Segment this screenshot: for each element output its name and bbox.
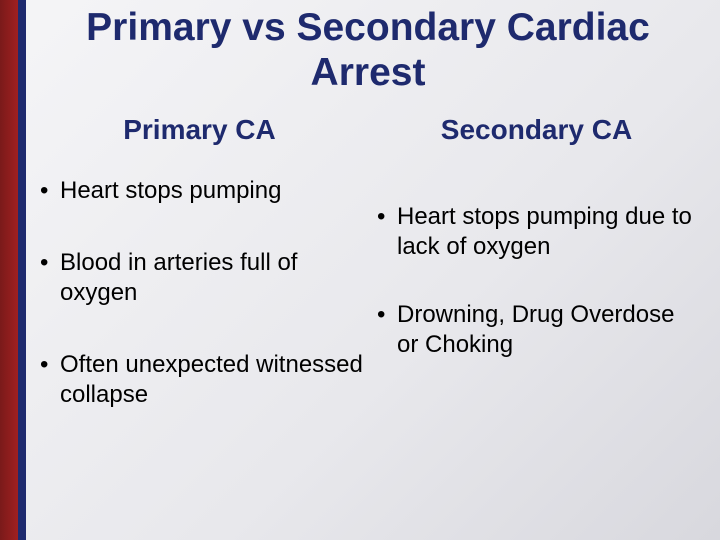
- list-item: Blood in arteries full of oxygen: [40, 248, 363, 308]
- column-secondary-list: Heart stops pumping due to lack of oxyge…: [373, 202, 700, 360]
- list-item: Drowning, Drug Overdose or Choking: [377, 300, 700, 360]
- list-item: Heart stops pumping due to lack of oxyge…: [377, 202, 700, 262]
- column-secondary: Secondary CA Heart stops pumping due to …: [373, 114, 700, 452]
- column-primary-heading: Primary CA: [36, 114, 363, 146]
- slide-title: Primary vs Secondary Cardiac Arrest: [36, 6, 700, 96]
- slide-accent-border-red: [0, 0, 18, 540]
- column-primary: Primary CA Heart stops pumping Blood in …: [36, 114, 363, 452]
- slide-content: Primary vs Secondary Cardiac Arrest Prim…: [26, 0, 720, 540]
- list-item: Heart stops pumping: [40, 176, 363, 206]
- list-item: Often unexpected witnessed collapse: [40, 350, 363, 410]
- slide-accent-border-blue: [18, 0, 26, 540]
- column-primary-list: Heart stops pumping Blood in arteries fu…: [36, 176, 363, 410]
- comparison-columns: Primary CA Heart stops pumping Blood in …: [36, 114, 700, 452]
- column-secondary-heading: Secondary CA: [373, 114, 700, 146]
